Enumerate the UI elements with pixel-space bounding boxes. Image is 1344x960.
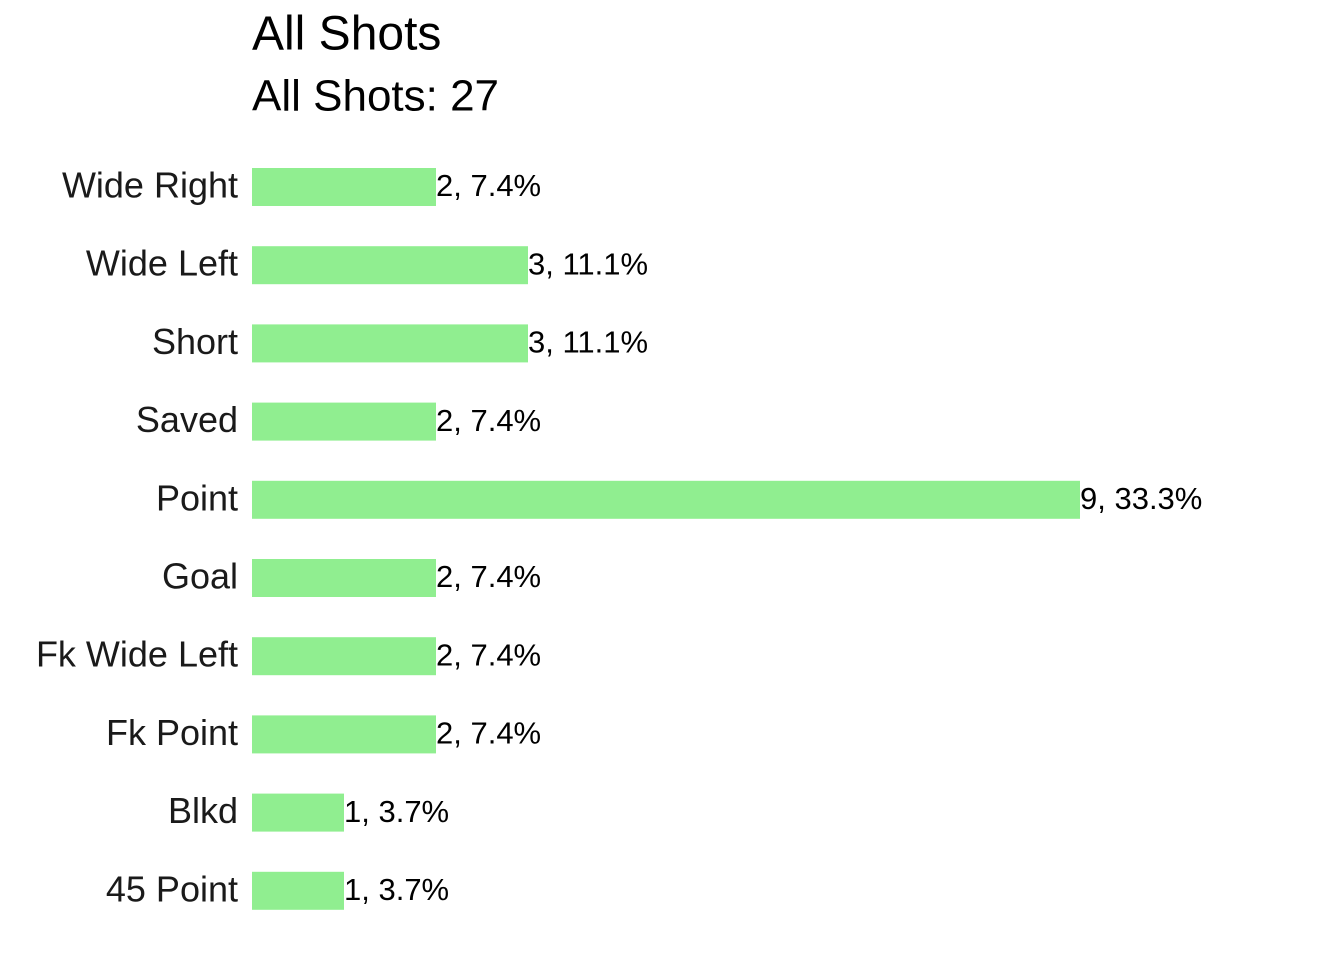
chart-title: All Shots bbox=[252, 8, 441, 61]
y-tick-label: Fk Wide Left bbox=[36, 634, 238, 675]
bar bbox=[252, 793, 344, 832]
bar bbox=[252, 637, 436, 676]
bar bbox=[252, 246, 528, 285]
bar bbox=[252, 715, 436, 754]
y-tick-label: Wide Left bbox=[86, 243, 238, 284]
bar bbox=[252, 324, 528, 363]
value-label: 3, 11.1% bbox=[528, 246, 648, 281]
value-label: 3, 11.1% bbox=[528, 325, 648, 360]
y-tick-label: Wide Right bbox=[62, 165, 238, 206]
y-tick-label: Fk Point bbox=[106, 712, 238, 753]
value-label: 2, 7.4% bbox=[436, 637, 541, 672]
value-label: 9, 33.3% bbox=[1080, 481, 1202, 516]
y-tick-label: Point bbox=[156, 477, 238, 518]
y-tick-label: Saved bbox=[136, 399, 238, 440]
bar bbox=[252, 871, 344, 910]
y-tick-label: Goal bbox=[162, 556, 238, 597]
y-tick-label: Blkd bbox=[168, 790, 238, 831]
bar bbox=[252, 559, 436, 597]
y-tick-label: Short bbox=[152, 321, 238, 362]
value-label: 2, 7.4% bbox=[436, 559, 541, 594]
bar bbox=[252, 402, 436, 441]
y-tick-label: 45 Point bbox=[106, 868, 238, 909]
value-label: 2, 7.4% bbox=[436, 716, 541, 751]
value-label: 1, 3.7% bbox=[344, 872, 449, 907]
chart-subtitle: All Shots: 27 bbox=[252, 72, 499, 121]
bar bbox=[252, 480, 1080, 519]
bar bbox=[252, 168, 436, 206]
value-label: 2, 7.4% bbox=[436, 403, 541, 438]
value-label: 2, 7.4% bbox=[436, 168, 541, 203]
value-label: 1, 3.7% bbox=[344, 794, 449, 829]
